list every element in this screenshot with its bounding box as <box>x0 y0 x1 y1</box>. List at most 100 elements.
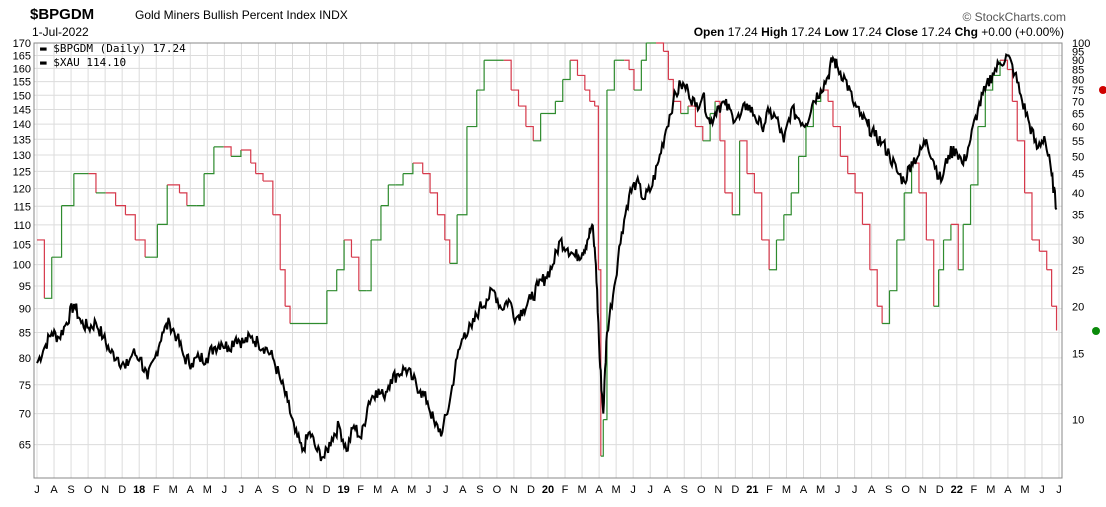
x-tick-label: N <box>714 484 722 496</box>
x-tick-label: N <box>306 484 314 496</box>
x-tick-label: S <box>272 484 279 496</box>
bpgdm-segment <box>724 192 733 215</box>
right-tick-label: 70 <box>1072 96 1084 108</box>
left-tick-label: 70 <box>19 409 31 421</box>
bpgdm-segment <box>791 156 800 194</box>
bpgdm-segment <box>44 257 53 299</box>
chart-date: 1-Jul-2022 <box>32 25 89 39</box>
x-tick-label: 21 <box>746 484 758 496</box>
bpgdm-segment <box>656 42 665 52</box>
x-tick-label: A <box>800 484 808 496</box>
bpgdm-segment <box>641 43 647 61</box>
bpgdm-segment <box>798 126 807 157</box>
bpgdm-segment <box>150 224 158 258</box>
x-tick-label: J <box>426 484 432 496</box>
bpgdm-segment <box>37 239 45 299</box>
legend: ▬ $BPGDM (Daily) 17.24 ▬ $XAU 114.10 <box>40 42 186 70</box>
bpgdm-segment <box>1039 250 1048 270</box>
legend-item-xau: ▬ $XAU 114.10 <box>40 56 127 69</box>
bpgdm-segment <box>157 184 168 225</box>
bpgdm-segment <box>518 105 527 127</box>
x-tick-label: O <box>901 484 910 496</box>
bpgdm-segment <box>51 205 63 258</box>
bpgdm-segment <box>570 59 579 76</box>
bpgdm-segment <box>783 192 792 216</box>
open-value: 17.24 <box>727 25 758 39</box>
bpgdm-segment <box>584 89 591 102</box>
bpgdm-segment <box>933 269 940 307</box>
bpgdm-segment <box>255 173 264 182</box>
bpgdm-segment <box>673 100 682 114</box>
right-tick-label: 85 <box>1072 65 1084 77</box>
x-tick-label: S <box>476 484 483 496</box>
left-tick-label: 115 <box>13 201 31 213</box>
x-tick-label: N <box>919 484 927 496</box>
left-tick-label: 150 <box>13 90 31 102</box>
x-tick-label: J <box>647 484 653 496</box>
bpgdm-segment <box>125 214 136 240</box>
bpgdm-segment <box>344 239 353 258</box>
bpgdm-segment <box>761 239 770 270</box>
bpgdm-segment <box>366 239 372 292</box>
x-tick-label: F <box>766 484 773 496</box>
right-tick-label: 35 <box>1072 210 1084 222</box>
right-tick-label: 30 <box>1072 235 1084 247</box>
x-tick-label: M <box>986 484 995 496</box>
bpgdm-segment <box>1017 140 1026 193</box>
bpgdm-segment <box>1031 239 1040 252</box>
bpgdm-segment <box>511 89 520 107</box>
x-tick-label: J <box>443 484 449 496</box>
bpgdm-segment <box>882 290 891 325</box>
bpgdm-segment <box>430 192 439 215</box>
x-tick-label: O <box>288 484 297 496</box>
bpgdm-segment <box>663 50 669 80</box>
open-label: Open <box>693 25 725 39</box>
bpgdm-segment <box>285 305 291 324</box>
bpgdm-segment <box>695 125 704 141</box>
bpgdm-segment <box>877 305 883 324</box>
bpgdm-segment <box>223 146 232 157</box>
bpgdm-segment <box>680 106 689 115</box>
low-label: Low <box>824 25 849 39</box>
bpgdm-segment <box>1012 100 1018 141</box>
legend-bpgdm-label: $BPGDM (Daily) 17.24 <box>53 42 186 55</box>
bpgdm-segment <box>938 239 945 271</box>
left-tick-label: 165 <box>13 50 31 62</box>
left-tick-label: 95 <box>19 281 31 293</box>
right-tick-label: 45 <box>1072 169 1084 181</box>
legend-item-bpgdm: ▬ $BPGDM (Daily) 17.24 <box>40 42 186 55</box>
bpgdm-segment <box>240 149 252 164</box>
right-tick-label: 25 <box>1072 265 1084 277</box>
x-tick-label: J <box>34 484 40 496</box>
right-tick-label: 80 <box>1072 75 1084 87</box>
bpgdm-segment <box>855 192 864 225</box>
left-tick-label: 75 <box>19 380 31 392</box>
left-tick-label: 100 <box>13 260 31 272</box>
right-tick-label: 20 <box>1072 301 1084 313</box>
bpgdm-segment <box>950 223 959 270</box>
bpgdm-segment <box>167 184 181 193</box>
x-tick-label: J <box>852 484 858 496</box>
bpgdm-segment <box>1051 305 1058 331</box>
bpgdm-segment <box>598 269 602 457</box>
bpgdm-segment <box>589 100 596 107</box>
bpgdm-segment <box>754 192 763 240</box>
bpgdm-segment <box>832 125 841 157</box>
x-tick-label: M <box>1020 484 1029 496</box>
x-tick-label: 22 <box>951 484 963 496</box>
x-tick-label: F <box>357 484 364 496</box>
brand-link[interactable]: © StockCharts.com <box>962 10 1066 24</box>
bpgdm-segment <box>977 90 986 128</box>
bpgdm-segment <box>776 214 785 241</box>
x-tick-label: A <box>595 484 603 496</box>
x-tick-label: S <box>885 484 892 496</box>
left-tick-label: 90 <box>19 304 31 316</box>
close-label: Close <box>885 25 918 39</box>
bpgdm-segment <box>449 214 458 264</box>
bpgdm-segment <box>577 74 586 91</box>
bpgdm-segment <box>958 224 964 271</box>
x-axis: J A S O N D 18 F M A M J J A S O N D 19 F M A M J J A S O N D 20 F M A M J J… <box>34 484 1062 496</box>
bpgdm-segment <box>371 205 382 241</box>
